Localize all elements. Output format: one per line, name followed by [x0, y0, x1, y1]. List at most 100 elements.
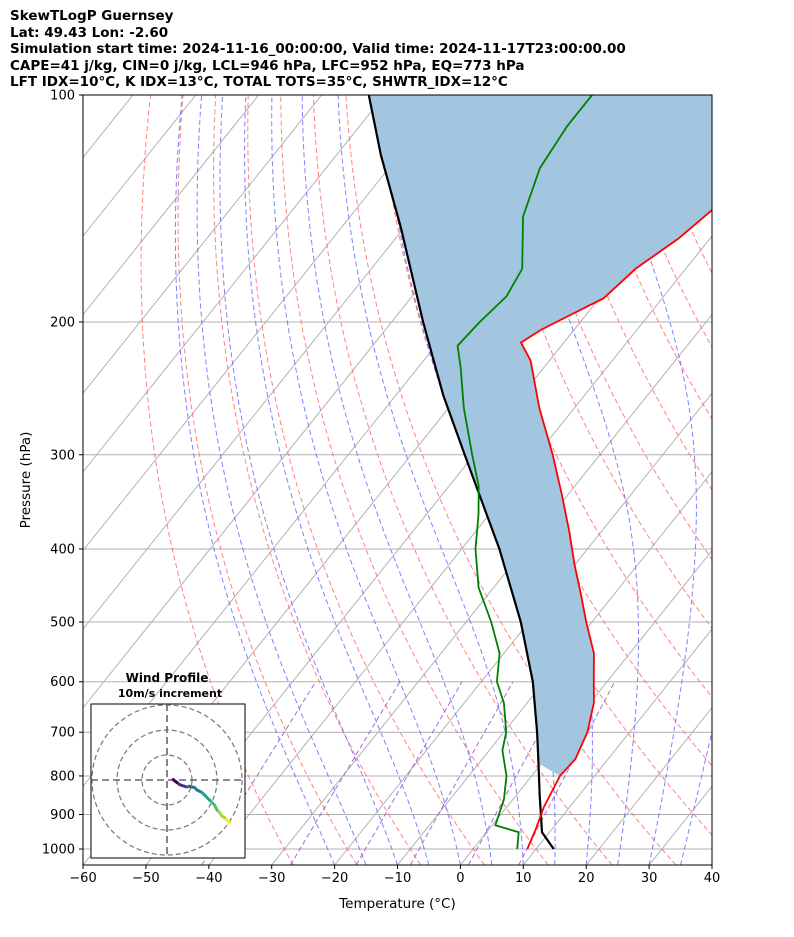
- wind-barb-flag: [719, 481, 724, 490]
- mixing-ratio-line: [355, 681, 463, 865]
- x-tick-label: −50: [132, 871, 159, 886]
- index-line: LFT IDX=10°C, K IDX=13°C, TOTAL TOTS=35°…: [10, 74, 508, 90]
- wind-barb-flag: [726, 702, 732, 710]
- wind-barb-flag: [722, 414, 727, 423]
- wind-barb-staff: [711, 803, 712, 805]
- wind-barb-flag: [721, 514, 725, 523]
- wind-barb-flag: [732, 135, 737, 144]
- wind-barb: [711, 367, 724, 387]
- wind-barb: [711, 330, 724, 349]
- wind-barb: [711, 839, 712, 840]
- dry-adiabat: [410, 95, 712, 767]
- dry-adiabat: [737, 95, 794, 865]
- wind-barb-staff: [711, 505, 712, 506]
- isotherm-line: [585, 706, 712, 865]
- wind-barb-flag: [722, 586, 727, 595]
- dry-adiabat: [312, 95, 613, 865]
- wind-barb-staff: [711, 780, 712, 781]
- wind-barb-flag: [719, 307, 724, 316]
- wind-barb-flag: [721, 764, 727, 772]
- dry-adiabat: [540, 95, 712, 491]
- wind-barb-flag: [722, 127, 727, 136]
- wind-barb: [711, 258, 737, 288]
- dry-adiabat: [247, 95, 485, 865]
- dry-adiabat: [770, 95, 794, 865]
- wind-barb-flag: [731, 594, 736, 603]
- moist-adiabat: [219, 95, 398, 865]
- y-tick-label: 1000: [42, 843, 75, 858]
- wind-barb-staff: [711, 330, 712, 331]
- x-tick-label: 0: [456, 871, 464, 886]
- wind-barb-flag: [726, 737, 732, 745]
- wind-barb-flag: [728, 591, 733, 600]
- time-line: Simulation start time: 2024-11-16_00:00:…: [10, 41, 626, 57]
- wind-barb-flag: [719, 269, 724, 278]
- x-tick-label: 40: [704, 871, 721, 886]
- wind-barb: [711, 803, 712, 805]
- moist-adiabat: [506, 95, 639, 865]
- wind-barb-flag: [732, 458, 737, 467]
- wind-barb-half-flag: [718, 581, 721, 585]
- wind-barb-flag: [726, 165, 731, 174]
- x-tick-label: 20: [578, 871, 595, 886]
- wind-barb-flag: [729, 704, 735, 712]
- wind-barb-flag: [720, 661, 726, 669]
- wind-barb-flag: [720, 696, 726, 704]
- wind-barb: [711, 812, 712, 814]
- wind-barb: [711, 827, 712, 828]
- wind-barb-staff: [711, 223, 712, 225]
- wind-barb-flag: [732, 206, 737, 215]
- wind-barb: [711, 608, 729, 634]
- moist-adiabat: [174, 95, 336, 865]
- isotherm-line: [0, 95, 70, 865]
- wind-barb-staff: [711, 812, 712, 814]
- wind-barb: [711, 572, 736, 603]
- y-tick-label: 900: [50, 808, 75, 823]
- wind-barb-staff: [711, 149, 712, 150]
- wind-barb-staff: [711, 540, 712, 542]
- wind-barb-half-flag: [718, 690, 721, 694]
- wind-barb-flag: [719, 196, 724, 205]
- wind-barb-flag: [726, 486, 731, 495]
- wind-barb-staff: [711, 114, 712, 115]
- wind-barb-flag: [726, 201, 731, 210]
- wind-barb-half-flag: [719, 122, 721, 126]
- y-tick-label: 600: [50, 675, 75, 690]
- isotherm-line: [83, 95, 385, 473]
- moist-adiabat: [711, 862, 712, 865]
- isotherm-line: [522, 628, 712, 865]
- moist-adiabat: [301, 95, 493, 865]
- wind-barb-staff: [711, 745, 712, 747]
- wind-barb: [711, 681, 735, 712]
- wind-barb-staff: [711, 437, 712, 439]
- hodograph-inset: Wind Profile 10m/s increment: [90, 671, 246, 859]
- x-tick-label: −10: [384, 871, 411, 886]
- wind-barb: [711, 114, 737, 144]
- wind-barb-flag: [719, 159, 724, 168]
- wind-barb-flag: [719, 340, 724, 349]
- wind-barb: [711, 296, 724, 316]
- dry-adiabat: [280, 95, 549, 865]
- isotherm-line: [711, 864, 712, 865]
- wind-barb-flag: [719, 583, 724, 592]
- wind-barb-half-flag: [720, 512, 722, 517]
- y-tick-label: 700: [50, 726, 75, 741]
- dry-adiabat: [177, 95, 358, 865]
- wind-barb-staff: [711, 608, 712, 610]
- wind-barb-flag: [732, 279, 737, 288]
- wind-barb-flag: [722, 199, 727, 208]
- wind-barb-half-flag: [719, 478, 721, 482]
- wind-barb-flag: [723, 664, 729, 672]
- hodograph-title: Wind Profile: [126, 671, 209, 685]
- wind-barb-staff: [711, 681, 712, 683]
- wind-barb-flag: [719, 234, 724, 243]
- x-tick-label: 10: [515, 871, 532, 886]
- wind-barb-flag: [723, 626, 729, 634]
- dry-adiabat: [213, 95, 422, 865]
- wind-barb-flag: [732, 422, 737, 431]
- wind-barb-flag: [726, 417, 731, 426]
- wind-barb-flag: [731, 557, 735, 566]
- wind-barb-flag: [742, 802, 743, 812]
- wind-barb-flag: [719, 378, 724, 387]
